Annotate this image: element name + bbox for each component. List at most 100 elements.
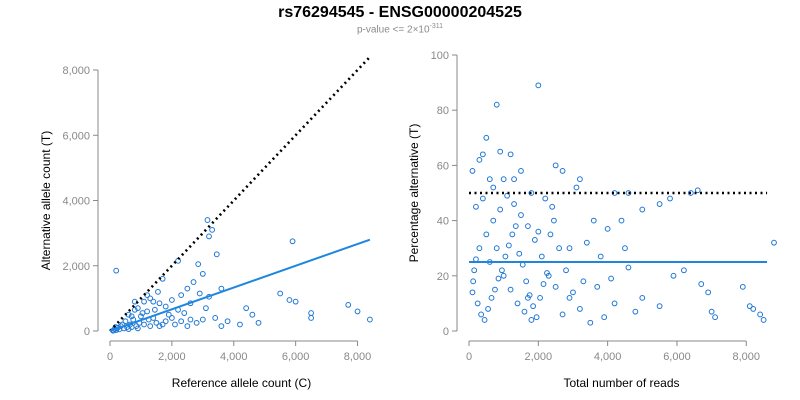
scatter-point xyxy=(500,272,507,279)
scatter-point xyxy=(165,311,172,318)
scatter-point xyxy=(243,305,250,312)
y-axis-title: Alternative allele count (T) xyxy=(39,131,53,270)
scatter-point xyxy=(563,267,569,274)
scatter-point xyxy=(144,308,151,315)
scatter-point xyxy=(594,283,601,290)
scatter-point xyxy=(680,267,687,274)
scatter-point xyxy=(237,321,243,328)
chart-title: rs76294545 - ENSG00000204525 xyxy=(278,4,522,21)
right-plot: 0 2,000 4,000 6,000 8,000 0 20 40 60 80 100 Total n… xyxy=(407,50,777,390)
subtitle-exponent: -311 xyxy=(429,23,444,30)
scatter-point xyxy=(473,203,479,210)
scatter-point xyxy=(471,267,478,274)
scatter-point xyxy=(559,168,566,174)
y-tick-label: 4,000 xyxy=(62,196,90,208)
scatter-point xyxy=(199,271,206,277)
scatter-point xyxy=(212,315,219,321)
scatter-point xyxy=(497,206,504,213)
x-axis-title: Total number of reads xyxy=(563,376,679,390)
scatter-point xyxy=(483,231,490,238)
left-plot: 0 2,000 4,000 6,000 8,000 0 2,000 4,000 6,000 8,0… xyxy=(39,56,373,390)
scatter-point xyxy=(470,278,477,285)
scatter-point xyxy=(199,316,206,323)
scatter-point xyxy=(528,190,535,196)
scatter-point xyxy=(622,245,628,252)
scatter-point xyxy=(505,242,512,249)
chart-subtitle: p-value <= 2×10-311 xyxy=(0,23,800,35)
x-axis-title: Reference allele count (C) xyxy=(172,376,311,390)
scatter-point xyxy=(153,319,160,326)
scatter-point xyxy=(504,192,511,199)
scatter-point xyxy=(518,168,524,174)
x-tick-label: 8,000 xyxy=(733,351,761,363)
scatter-point xyxy=(178,318,185,325)
scatter-point xyxy=(549,203,556,210)
y-tick-label: 100 xyxy=(431,50,449,62)
scatter-point xyxy=(147,323,154,330)
scatter-point xyxy=(656,201,663,207)
scatter-point xyxy=(172,321,178,328)
scatter-point xyxy=(481,317,488,323)
scatter-point xyxy=(159,321,166,328)
scatter-point xyxy=(224,318,231,325)
scatter-point xyxy=(141,298,147,305)
scatter-point xyxy=(478,311,485,318)
scatter-point xyxy=(196,290,203,297)
x-tick-label: 6,000 xyxy=(663,351,691,363)
scatter-point xyxy=(531,237,538,243)
scatter-point xyxy=(540,281,547,287)
scatter-point xyxy=(625,264,632,271)
scatter-point xyxy=(573,184,580,191)
scatter-point xyxy=(131,306,138,313)
scatter-point xyxy=(551,217,557,224)
scatter-point xyxy=(583,239,590,246)
scatter-point xyxy=(625,190,632,196)
x-tick-label: 4,000 xyxy=(220,351,248,363)
x-tick-label: 2,000 xyxy=(525,351,553,363)
scatter-point xyxy=(528,317,535,323)
scatter-point xyxy=(139,310,146,316)
scatter-point xyxy=(639,206,646,213)
scatter-point xyxy=(195,261,202,268)
x-tick-label: 2,000 xyxy=(158,351,186,363)
scatter-point xyxy=(708,308,715,315)
y-tick-label: 8,000 xyxy=(62,65,90,77)
scatter-point xyxy=(577,306,583,312)
scatter-point xyxy=(518,212,524,218)
scatter-point xyxy=(523,278,530,285)
y-axis-title: Percentage alternative (T) xyxy=(407,124,421,263)
x-tick-label: 6,000 xyxy=(282,351,310,363)
scatter-point xyxy=(533,314,540,321)
scatter-point xyxy=(535,82,542,89)
y-tick-label: 60 xyxy=(437,160,449,172)
scatter-point xyxy=(490,217,497,224)
scatter-point xyxy=(490,184,497,191)
scatter-point xyxy=(509,231,516,238)
x-tick-label: 8,000 xyxy=(344,351,372,363)
scatter-point xyxy=(746,303,753,310)
scatter-point xyxy=(757,311,764,318)
x-tick-label: 4,000 xyxy=(594,351,622,363)
scatter-point xyxy=(141,321,147,328)
scatter-point xyxy=(476,245,483,252)
scatter-point xyxy=(537,294,543,301)
scatter-point xyxy=(206,233,212,240)
scatter-point xyxy=(667,195,673,202)
scatter-point xyxy=(493,245,500,252)
scatter-point xyxy=(134,325,141,332)
scatter-point xyxy=(184,285,191,292)
scatter-point xyxy=(499,267,505,274)
scatter-point xyxy=(698,281,705,287)
scatter-point xyxy=(168,297,175,303)
scatter-point xyxy=(181,310,188,316)
scatter-point xyxy=(511,201,517,207)
y-tick-label: 2,000 xyxy=(62,261,90,273)
scatter-point xyxy=(493,101,500,108)
scatter-point xyxy=(469,289,476,296)
scatter-point xyxy=(286,297,293,303)
scatter-point xyxy=(178,292,185,299)
scatter-point xyxy=(156,323,163,330)
scatter-point xyxy=(213,251,220,258)
scatter-point xyxy=(162,318,169,325)
scatter-point xyxy=(138,313,144,320)
